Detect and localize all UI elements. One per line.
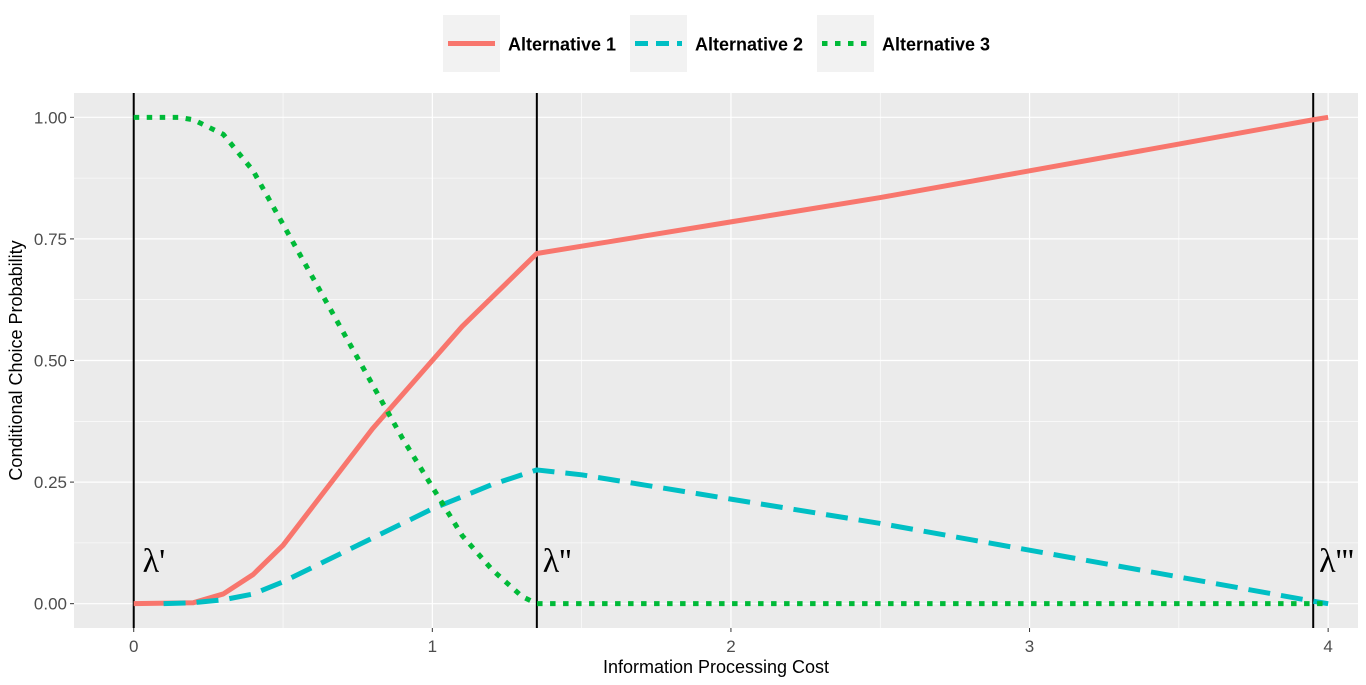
annotation-label: λ''': [1319, 543, 1354, 580]
vertical-lines: [132, 93, 1315, 628]
series-line-3: [133, 114, 1329, 607]
y-tick-label: 0.25: [34, 473, 67, 492]
x-tick-label: 0: [129, 637, 138, 656]
series-line-1: [133, 114, 1329, 607]
series-lines: [133, 114, 1329, 607]
x-axis: 0 1 2 3 4: [129, 628, 1333, 656]
legend-label: Alternative 1: [508, 35, 616, 55]
legend: Alternative 1 Alternative 2 Alternative 3: [443, 15, 990, 72]
series-line-2: [163, 467, 1329, 607]
legend-label: Alternative 2: [695, 35, 803, 55]
x-tick-label: 4: [1323, 637, 1332, 656]
x-tick-label: 1: [428, 637, 437, 656]
x-axis-title: Information Processing Cost: [603, 657, 829, 677]
annotation-label: λ'': [543, 543, 572, 580]
y-tick-label: 0.00: [34, 595, 67, 614]
x-tick-label: 3: [1025, 637, 1034, 656]
x-tick-label: 2: [726, 637, 735, 656]
annotations: λ' λ'' λ''': [143, 543, 1354, 580]
legend-label: Alternative 3: [882, 35, 990, 55]
y-tick-label: 1.00: [34, 108, 67, 127]
y-axis: 0.00 0.25 0.50 0.75 1.00: [34, 108, 74, 614]
y-axis-title: Conditional Choice Probability: [6, 240, 26, 480]
annotation-label: λ': [143, 543, 166, 580]
y-tick-label: 0.75: [34, 230, 67, 249]
y-tick-label: 0.50: [34, 352, 67, 371]
